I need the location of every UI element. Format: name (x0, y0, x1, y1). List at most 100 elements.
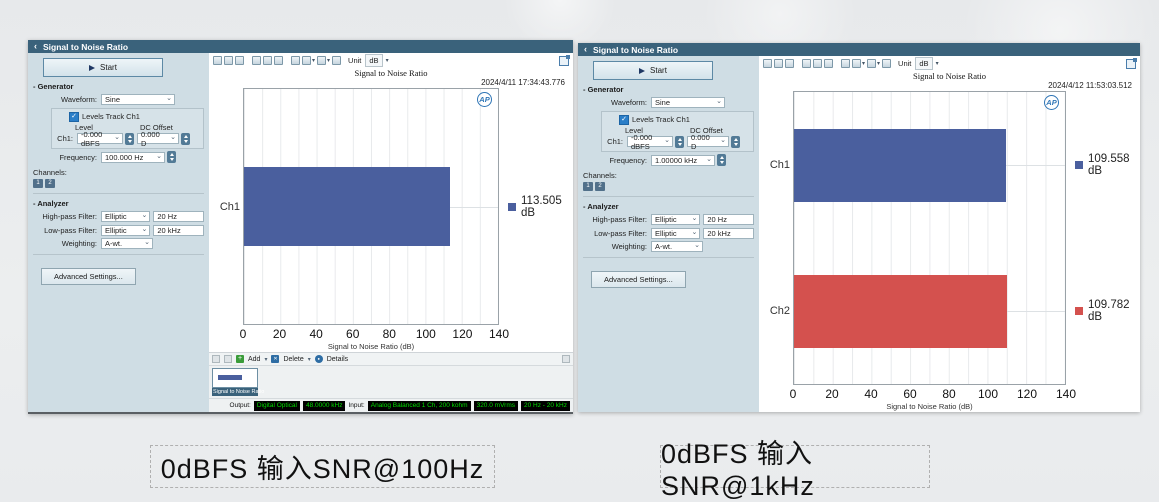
dock-icon[interactable] (562, 355, 570, 363)
ch1-level-spinner[interactable] (125, 132, 134, 145)
table-view-icon[interactable] (841, 59, 850, 68)
channel-2-button[interactable]: 2 (595, 182, 605, 191)
thumbnail-label: Signal to Noise Ratio (212, 388, 265, 396)
dc-offset-select[interactable]: 0.000 D (137, 130, 179, 148)
frequency-spinner[interactable] (167, 151, 176, 163)
display-menu-icon[interactable] (317, 56, 327, 65)
caption-snr-100hz[interactable]: 0dBFS 输入SNR@100Hz (150, 445, 495, 488)
window-title: Signal to Noise Ratio (593, 44, 679, 55)
nav-next-icon[interactable] (224, 355, 232, 363)
generator-section-title[interactable]: Generator (33, 82, 204, 91)
unit-caret-icon[interactable]: ▾ (385, 58, 389, 64)
start-button[interactable]: Start (593, 61, 713, 80)
delete-button-label[interactable]: Delete (283, 355, 304, 363)
output-type-badge: Digital Optical (253, 400, 300, 411)
fit-icon[interactable] (274, 56, 283, 65)
analyzer-section-title[interactable]: Analyzer (583, 202, 754, 211)
zoom-icon[interactable] (252, 56, 261, 65)
ap-logo: AP (477, 92, 492, 107)
channel-2-button[interactable]: 2 (45, 179, 55, 188)
hp-filter-select[interactable]: Elliptic (651, 214, 701, 225)
dc-offset-spinner[interactable] (731, 135, 740, 148)
lp-filter-select[interactable]: Elliptic (101, 224, 151, 236)
add-icon[interactable] (236, 355, 244, 363)
fit-icon[interactable] (824, 59, 833, 68)
copy-icon[interactable] (774, 59, 783, 68)
level-group: Levels Track Ch1 Level DC Offset Ch1: -0… (601, 110, 754, 152)
legend-marker-icon (1075, 161, 1083, 169)
result-thumbnail[interactable]: Signal to Noise Ratio (212, 368, 265, 396)
display-menu-icon[interactable] (867, 59, 877, 68)
levels-track-checkbox[interactable] (69, 111, 79, 122)
waveform-select[interactable]: Sine (101, 94, 175, 105)
save-icon[interactable] (763, 59, 772, 68)
back-icon[interactable]: ‹ (584, 44, 587, 54)
lp-filter-label: Low-pass Filter: (594, 228, 647, 238)
window-body: Start Generator Waveform: Sine Levels Tr… (28, 53, 573, 412)
weighting-label: Weighting: (61, 239, 97, 248)
print-icon[interactable] (235, 56, 244, 65)
channel-1-button[interactable]: 1 (33, 179, 43, 188)
bar-ch1 (794, 128, 1007, 202)
add-button-label[interactable]: Add (248, 355, 261, 363)
hp-filter-freq-input[interactable]: 20 Hz (703, 214, 754, 225)
popout-icon[interactable] (559, 54, 570, 66)
sequencer-toolbar: Add ▾ Delete ▾ Details (209, 352, 573, 365)
snr-window-100hz: ‹ Signal to Noise Ratio Start Generator … (28, 40, 573, 414)
lp-filter-select[interactable]: Elliptic (651, 227, 701, 239)
frequency-spinner[interactable] (717, 154, 726, 166)
unit-caret-icon[interactable]: ▾ (935, 61, 939, 67)
nav-prev-icon[interactable] (212, 355, 220, 363)
ch1-level-select[interactable]: -0.000 dBFS (77, 130, 123, 148)
cursor-menu-icon[interactable] (302, 56, 311, 65)
details-icon[interactable] (314, 355, 323, 363)
copy-icon[interactable] (224, 56, 233, 65)
hp-filter-select[interactable]: Elliptic (101, 211, 151, 222)
ch1-level-spinner[interactable] (675, 135, 684, 148)
channel-1-button[interactable]: 1 (583, 182, 593, 191)
lp-filter-freq-input[interactable]: 20 kHz (703, 227, 754, 239)
levels-track-label: Levels Track Ch1 (82, 112, 140, 121)
plot-area[interactable]: AP (243, 88, 499, 325)
output-label: Output: (229, 402, 251, 409)
unit-select[interactable]: dB (915, 57, 933, 70)
input-label: Input: (348, 402, 365, 409)
graph-settings-icon[interactable] (332, 56, 342, 65)
settings-panel: Start Generator Waveform: Sine Levels Tr… (28, 53, 209, 412)
generator-section-title[interactable]: Generator (583, 85, 754, 94)
hp-filter-freq-input[interactable]: 20 Hz (153, 211, 204, 222)
dc-offset-select[interactable]: 0.000 D (687, 133, 729, 151)
unit-select[interactable]: dB (365, 54, 383, 67)
x-tick-label: 40 (309, 327, 323, 341)
table-view-icon[interactable] (291, 56, 300, 65)
zoom-icon[interactable] (802, 59, 811, 68)
graph-settings-icon[interactable] (882, 59, 892, 68)
cursor-menu-icon[interactable] (852, 59, 861, 68)
levels-track-checkbox[interactable] (619, 114, 629, 125)
back-icon[interactable]: ‹ (34, 41, 37, 51)
pan-icon[interactable] (263, 56, 272, 65)
channels-label: Channels: (583, 171, 617, 180)
ch1-level-select[interactable]: -0.000 dBFS (627, 133, 673, 151)
advanced-settings-button[interactable]: Advanced Settings... (41, 268, 136, 285)
caption-snr-1khz[interactable]: 0dBFS 输入SNR@1kHz (660, 439, 930, 501)
advanced-settings-button[interactable]: Advanced Settings... (591, 271, 686, 288)
frequency-select[interactable]: 1.00000 kHz (651, 154, 715, 166)
analyzer-section-title[interactable]: Analyzer (33, 199, 204, 208)
waveform-select[interactable]: Sine (651, 97, 725, 108)
frequency-select[interactable]: 100.000 Hz (101, 151, 165, 163)
popout-icon[interactable] (1126, 57, 1137, 69)
start-button[interactable]: Start (43, 58, 163, 77)
bar-row (794, 92, 1065, 238)
details-button-label[interactable]: Details (326, 355, 349, 363)
print-icon[interactable] (785, 59, 794, 68)
pan-icon[interactable] (813, 59, 822, 68)
weighting-select[interactable]: A-wt. (651, 241, 703, 252)
save-icon[interactable] (213, 56, 222, 65)
dc-offset-spinner[interactable] (181, 132, 190, 145)
weighting-select[interactable]: A-wt. (101, 238, 153, 249)
plot-area[interactable]: AP (793, 91, 1066, 385)
window-header: ‹ Signal to Noise Ratio (578, 43, 1140, 56)
delete-icon[interactable] (271, 355, 280, 363)
lp-filter-freq-input[interactable]: 20 kHz (153, 224, 204, 236)
